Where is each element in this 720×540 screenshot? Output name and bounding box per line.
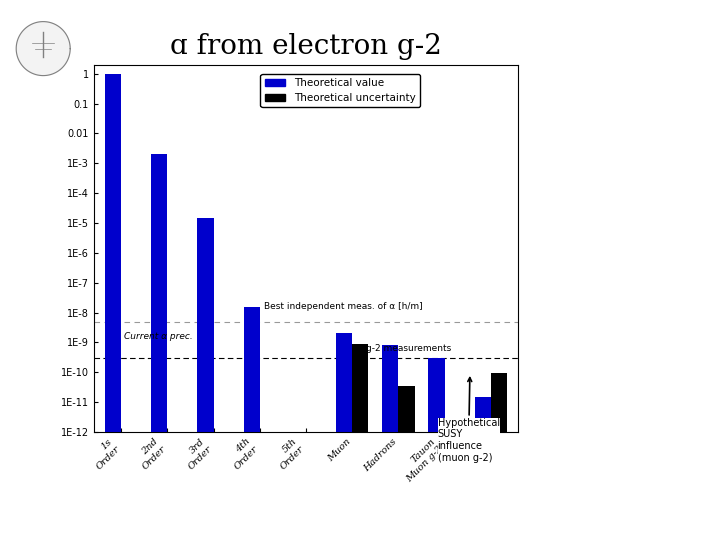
Bar [382, 346, 398, 540]
Bar [306, 462, 322, 540]
Bar [474, 397, 491, 540]
Bar [260, 462, 276, 540]
Legend: Theoretical value, Theoretical uncertainty: Theoretical value, Theoretical uncertain… [261, 73, 420, 107]
Bar [197, 218, 214, 540]
Bar [491, 373, 507, 540]
Text: Best independent meas. of α [h/m]: Best independent meas. of α [h/m] [264, 302, 423, 312]
Title: ɑ from electron g-2: ɑ from electron g-2 [170, 33, 442, 60]
Bar [352, 344, 369, 540]
Bar [444, 462, 461, 540]
Text: Hypothetical
SUSY
influence
(muon g-2): Hypothetical SUSY influence (muon g-2) [438, 377, 500, 463]
Bar [336, 334, 352, 540]
Text: Current α prec.: Current α prec. [124, 332, 192, 341]
Bar [168, 462, 184, 540]
Bar [105, 74, 121, 540]
Bar [290, 432, 306, 540]
Bar [428, 358, 444, 540]
Bar [121, 462, 138, 540]
Bar [398, 386, 415, 540]
Text: g-2 measurements: g-2 measurements [366, 344, 451, 353]
Polygon shape [17, 22, 71, 76]
Bar [151, 154, 168, 540]
Bar [214, 462, 230, 540]
Bar [243, 307, 260, 540]
